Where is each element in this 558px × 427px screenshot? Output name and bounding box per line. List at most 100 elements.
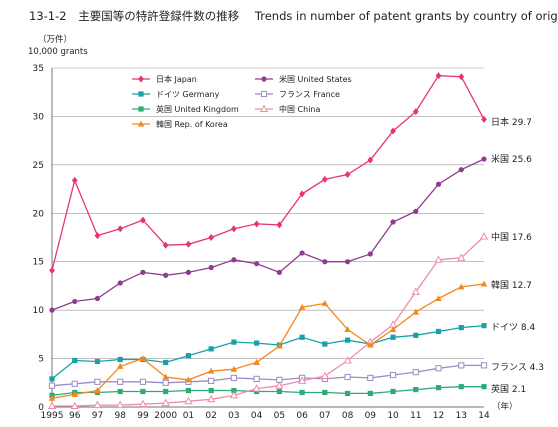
x-tick-label: 98 xyxy=(114,411,126,421)
y-axis-unit-label: （万件） xyxy=(38,34,72,45)
legend-label: 日本 Japan xyxy=(156,74,197,84)
data-point xyxy=(479,232,489,240)
data-point xyxy=(117,225,124,233)
data-point xyxy=(71,380,78,387)
x-tick-label: 14 xyxy=(478,411,490,421)
chart-title-jp: 主要国等の特許登録件数の推移 xyxy=(78,9,240,23)
data-point xyxy=(413,386,419,393)
data-point xyxy=(297,376,307,384)
data-point xyxy=(163,388,169,395)
data-point xyxy=(480,362,488,369)
x-tick-label: 99 xyxy=(137,411,149,421)
x-tick-label: 1995 xyxy=(41,411,64,421)
data-point xyxy=(208,234,215,241)
data-point xyxy=(70,401,79,410)
x-axis-label: （年） xyxy=(492,401,518,412)
data-point xyxy=(458,167,464,173)
data-point xyxy=(435,295,442,302)
data-point xyxy=(140,388,146,395)
y-tick-label: 5 xyxy=(38,355,44,365)
data-point xyxy=(231,387,237,394)
figure-number: 13-1-2 xyxy=(29,9,67,23)
data-point xyxy=(163,359,169,366)
x-tick-label: 10 xyxy=(387,411,399,421)
y-tick-label: 15 xyxy=(33,258,44,268)
data-point xyxy=(435,365,442,372)
chart-header: 13-1-2 主要国等の特許登録件数の推移 Trends in number o… xyxy=(29,8,558,24)
x-tick-label: 2000 xyxy=(154,411,177,421)
legend-swatch-marker xyxy=(138,75,144,83)
data-point xyxy=(367,156,374,164)
data-point xyxy=(322,389,328,396)
x-tick-label: 97 xyxy=(92,411,103,421)
series-line xyxy=(51,75,485,271)
data-point xyxy=(253,375,260,383)
data-point xyxy=(412,108,419,116)
data-point xyxy=(299,190,306,198)
data-point xyxy=(390,334,396,340)
legend-swatch-marker xyxy=(261,76,267,82)
data-point xyxy=(49,376,55,382)
series-end-label: 日本 29.7 xyxy=(491,116,532,128)
legend-label: フランス France xyxy=(279,90,340,99)
series-line xyxy=(51,158,485,311)
data-point xyxy=(163,272,169,278)
data-point xyxy=(94,232,101,240)
series-end-label: 韓国 12.7 xyxy=(491,280,532,291)
data-point xyxy=(48,382,56,389)
data-point xyxy=(344,390,351,397)
data-point xyxy=(321,175,328,183)
data-point xyxy=(458,362,465,369)
data-point xyxy=(299,334,305,340)
y-tick-label: 10 xyxy=(33,306,45,316)
data-point xyxy=(344,373,351,381)
legend-label: 米国 United States xyxy=(279,74,352,84)
x-tick-label: 07 xyxy=(319,411,330,421)
series-line xyxy=(51,364,484,387)
data-point xyxy=(71,391,79,397)
data-point xyxy=(231,257,237,263)
data-point xyxy=(458,324,464,331)
x-tick-label: 13 xyxy=(456,411,467,421)
data-point xyxy=(367,251,373,257)
data-point xyxy=(208,346,214,352)
data-point xyxy=(185,387,192,394)
data-point xyxy=(435,181,442,187)
data-point xyxy=(207,394,216,403)
data-point xyxy=(93,400,102,409)
data-point xyxy=(140,216,146,224)
legend-swatch-marker xyxy=(137,120,145,127)
data-point xyxy=(322,259,328,265)
data-point xyxy=(435,72,442,80)
data-point xyxy=(208,377,215,384)
data-point xyxy=(322,341,328,347)
data-point xyxy=(185,240,192,248)
series-end-label: 米国 25.6 xyxy=(491,153,532,165)
y-axis-unit-label: 10,000 grants xyxy=(28,47,88,57)
x-tick-label: 06 xyxy=(296,411,308,421)
legend-label: ドイツ Germany xyxy=(156,90,220,99)
x-tick-label: 03 xyxy=(228,411,239,421)
data-point xyxy=(367,390,373,397)
data-point xyxy=(116,362,124,369)
data-point xyxy=(367,341,374,348)
data-point xyxy=(230,365,238,372)
y-tick-label: 20 xyxy=(33,209,45,219)
data-point xyxy=(47,401,57,410)
data-point xyxy=(185,353,192,359)
data-point xyxy=(321,299,329,306)
data-point xyxy=(481,115,487,123)
y-tick-label: 35 xyxy=(33,64,44,74)
series-line xyxy=(51,386,484,397)
data-point xyxy=(435,328,442,335)
series-line xyxy=(52,236,485,407)
data-point xyxy=(276,342,283,349)
y-tick-label: 25 xyxy=(33,161,44,171)
legend-swatch-marker xyxy=(138,106,144,112)
series-end-label: ドイツ 8.4 xyxy=(491,323,535,333)
data-point xyxy=(413,332,419,338)
data-point xyxy=(231,339,237,345)
data-point xyxy=(184,396,193,405)
data-point xyxy=(48,394,56,401)
